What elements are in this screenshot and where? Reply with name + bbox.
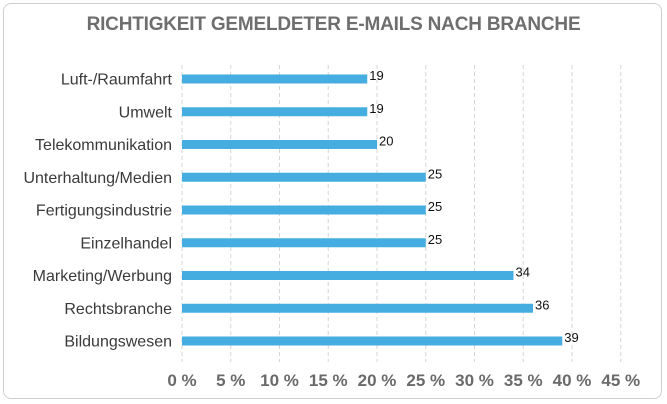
x-tick-label: 5 % bbox=[216, 371, 245, 390]
bar bbox=[182, 107, 368, 117]
value-labels: 19 19 20 25 25 25 34 36 39 bbox=[369, 68, 578, 345]
category-label: Bildungswesen bbox=[64, 334, 172, 351]
category-label: Luft-/Raumfahrt bbox=[61, 72, 173, 89]
bar bbox=[182, 271, 514, 280]
data-label: 25 bbox=[428, 166, 442, 181]
x-tick-label: 30 % bbox=[455, 371, 494, 390]
x-tick-label: 0 % bbox=[167, 371, 196, 390]
data-label: 36 bbox=[535, 297, 549, 312]
category-label: Marketing/Werbung bbox=[33, 268, 172, 285]
data-label: 19 bbox=[369, 68, 383, 83]
x-tick-label: 35 % bbox=[504, 371, 543, 390]
x-tick-label: 15 % bbox=[309, 371, 348, 390]
bars bbox=[182, 74, 563, 346]
data-label: 19 bbox=[369, 101, 383, 116]
x-tick-label: 45 % bbox=[601, 371, 640, 390]
x-tick-label: 10 % bbox=[260, 371, 299, 390]
data-label: 20 bbox=[379, 134, 393, 149]
chart-frame bbox=[3, 3, 662, 399]
bar bbox=[182, 74, 368, 84]
bar bbox=[182, 303, 533, 313]
category-label: Umwelt bbox=[119, 104, 173, 121]
category-label: Unterhaltung/Medien bbox=[23, 170, 172, 187]
bar bbox=[182, 140, 377, 149]
category-label: Fertigungsindustrie bbox=[36, 203, 172, 220]
x-tick-label: 25 % bbox=[406, 371, 445, 390]
data-label: 25 bbox=[428, 232, 442, 247]
category-labels: Luft-/Raumfahrt Umwelt Telekommunikation Un… bbox=[23, 72, 172, 351]
x-tick-label: 20 % bbox=[358, 371, 397, 390]
chart-title: RICHTIGKEIT GEMELDETER E-MAILS NACH BRAN… bbox=[86, 14, 581, 35]
bar bbox=[182, 336, 563, 346]
data-label: 25 bbox=[428, 199, 442, 214]
bar bbox=[182, 205, 426, 215]
data-label: 34 bbox=[516, 265, 530, 280]
category-label: Telekommunikation bbox=[35, 137, 172, 154]
x-tick-labels: 0 % 5 % 10 % 15 % 20 % 25 % 30 % 35 % 40 % 45 % bbox=[167, 371, 640, 390]
data-label: 39 bbox=[564, 330, 578, 345]
bar bbox=[182, 172, 426, 182]
x-tick-label: 40 % bbox=[553, 371, 592, 390]
category-label: Einzelhandel bbox=[80, 235, 172, 252]
category-label: Rechtsbranche bbox=[64, 301, 172, 318]
bar bbox=[182, 238, 426, 248]
